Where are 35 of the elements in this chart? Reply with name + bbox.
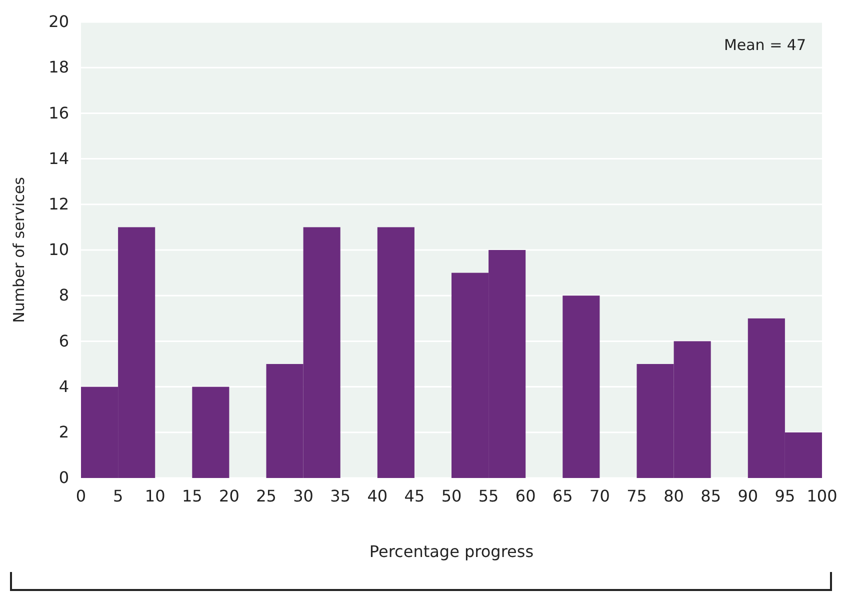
x-tick-label: 45 xyxy=(404,486,425,506)
y-tick-label: 6 xyxy=(58,331,69,350)
x-tick-label: 55 xyxy=(478,486,499,506)
y-tick-label: 10 xyxy=(48,240,69,260)
y-tick-label: 8 xyxy=(58,286,69,305)
x-tick-label: 15 xyxy=(182,486,202,506)
x-tick-label: 5 xyxy=(112,486,124,506)
x-tick-label: 40 xyxy=(367,486,388,506)
x-tick-label: 30 xyxy=(293,486,314,506)
annotation: Mean = 47 xyxy=(724,36,806,54)
y-tick-label: 12 xyxy=(48,194,69,214)
x-tick-label: 10 xyxy=(144,486,166,506)
x-tick-label: 25 xyxy=(256,486,276,506)
y-tick-label: 18 xyxy=(48,58,69,77)
x-tick-label: 50 xyxy=(441,486,462,506)
y-axis-title: Number of services xyxy=(10,176,28,323)
y-tick-label: 16 xyxy=(48,103,69,122)
x-tick-label: 60 xyxy=(515,486,536,506)
y-tick-label: 4 xyxy=(58,376,69,396)
x-tick-label: 70 xyxy=(590,486,610,506)
y-tick-label: 20 xyxy=(48,12,69,32)
x-tick-label: 80 xyxy=(664,486,684,506)
x-tick-label: 85 xyxy=(700,486,722,506)
x-tick-label: 35 xyxy=(330,486,351,506)
x-tick-label: 90 xyxy=(738,486,758,506)
x-tick-label: 100 xyxy=(806,486,838,506)
x-tick-label: 95 xyxy=(774,486,796,506)
x-axis-title: Percentage progress xyxy=(369,542,534,561)
x-tick-label: 65 xyxy=(552,486,573,506)
x-tick-label: 20 xyxy=(219,486,240,506)
y-tick-label: 14 xyxy=(48,148,69,168)
x-tick-label: 75 xyxy=(626,486,647,506)
y-tick-label: 2 xyxy=(58,422,69,442)
y-tick-label: 0 xyxy=(58,468,69,488)
x-tick-label: 0 xyxy=(76,486,86,506)
